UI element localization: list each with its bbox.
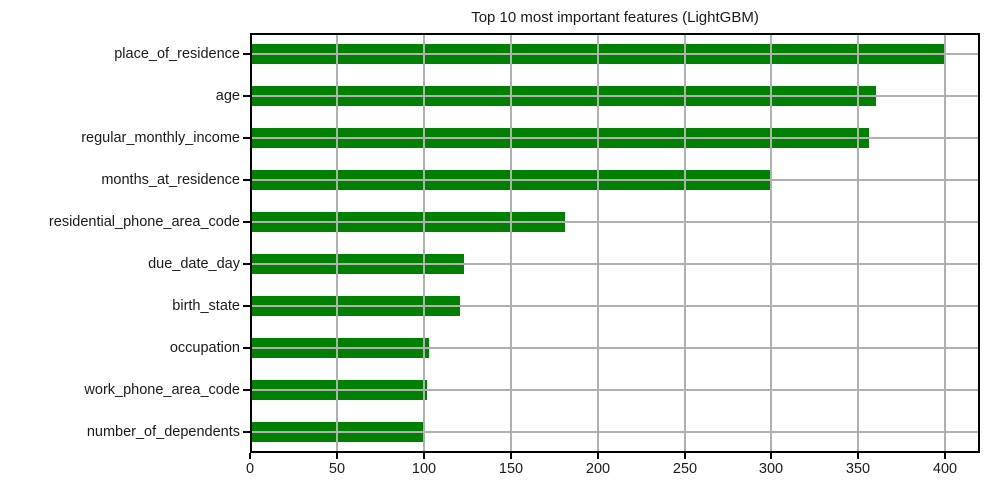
- y-category-label: months_at_residence: [101, 172, 240, 188]
- x-tick-label: 100: [411, 461, 437, 477]
- v-gridline: [597, 33, 599, 453]
- v-gridline: [770, 33, 772, 453]
- h-gridline: [250, 137, 980, 139]
- x-tick-mark: [336, 453, 338, 459]
- v-gridline: [336, 33, 338, 453]
- h-gridline: [250, 389, 980, 391]
- x-tick-mark: [510, 453, 512, 459]
- plot-area: [250, 33, 980, 453]
- v-gridline: [944, 33, 946, 453]
- h-gridline: [250, 305, 980, 307]
- chart-title: Top 10 most important features (LightGBM…: [471, 9, 759, 26]
- x-tick-mark: [944, 453, 946, 459]
- y-category-label: place_of_residence: [114, 46, 240, 62]
- h-gridline: [250, 221, 980, 223]
- x-tick-label: 50: [328, 461, 346, 477]
- x-tick-label: 300: [758, 461, 784, 477]
- y-tick-mark: [243, 305, 250, 307]
- v-gridline: [423, 33, 425, 453]
- y-tick-mark: [243, 347, 250, 349]
- plot-border-right: [978, 33, 980, 453]
- y-tick-mark: [243, 263, 250, 265]
- y-tick-mark: [243, 179, 250, 181]
- grid-layer: [250, 33, 980, 453]
- v-gridline: [510, 33, 512, 453]
- v-gridline: [857, 33, 859, 453]
- y-category-label: due_date_day: [148, 256, 240, 272]
- y-tick-mark: [243, 53, 250, 55]
- h-gridline: [250, 347, 980, 349]
- y-category-label: residential_phone_area_code: [48, 214, 240, 230]
- x-tick-label: 350: [845, 461, 871, 477]
- x-tick-mark: [423, 453, 425, 459]
- h-gridline: [250, 179, 980, 181]
- x-tick-label: 0: [245, 461, 255, 477]
- y-tick-mark: [243, 95, 250, 97]
- y-category-label: number_of_dependents: [86, 424, 240, 440]
- y-tick-mark: [243, 221, 250, 223]
- plot-border-left: [250, 33, 252, 453]
- h-gridline: [250, 53, 980, 55]
- x-tick-mark: [249, 453, 251, 459]
- y-category-label: age: [215, 88, 240, 104]
- y-tick-mark: [243, 137, 250, 139]
- y-category-label: birth_state: [172, 298, 240, 314]
- x-tick-label: 150: [498, 461, 524, 477]
- x-tick-mark: [857, 453, 859, 459]
- x-tick-mark: [770, 453, 772, 459]
- h-gridline: [250, 431, 980, 433]
- h-gridline: [250, 263, 980, 265]
- plot-border-top: [250, 33, 980, 35]
- y-category-label: occupation: [169, 340, 240, 356]
- y-tick-mark: [243, 389, 250, 391]
- plot-border-bottom: [250, 451, 980, 453]
- y-category-label: work_phone_area_code: [84, 382, 240, 398]
- y-tick-mark: [243, 431, 250, 433]
- x-tick-mark: [597, 453, 599, 459]
- x-tick-label: 250: [672, 461, 698, 477]
- h-gridline: [250, 95, 980, 97]
- v-gridline: [684, 33, 686, 453]
- y-category-label: regular_monthly_income: [81, 130, 240, 146]
- x-tick-label: 200: [585, 461, 611, 477]
- x-tick-mark: [684, 453, 686, 459]
- x-tick-label: 400: [932, 461, 958, 477]
